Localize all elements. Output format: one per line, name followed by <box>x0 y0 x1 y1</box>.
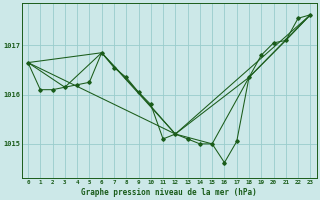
X-axis label: Graphe pression niveau de la mer (hPa): Graphe pression niveau de la mer (hPa) <box>81 188 257 197</box>
